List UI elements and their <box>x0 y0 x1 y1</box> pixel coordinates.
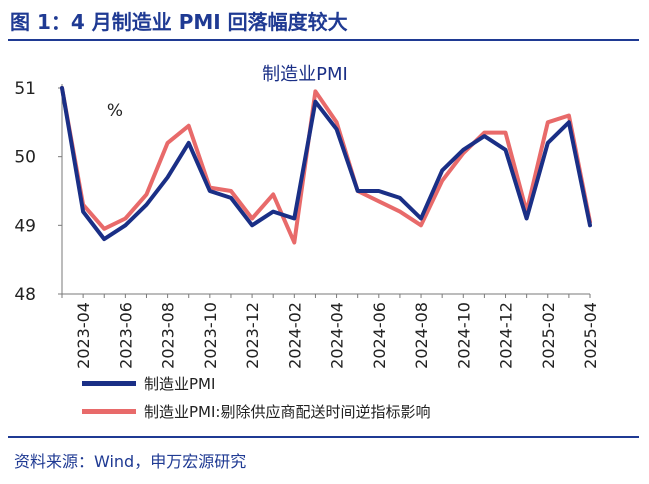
chart-title: 制造业PMI <box>262 64 348 85</box>
x-tick-label: 2024-12 <box>497 302 516 369</box>
title-divider <box>8 39 639 41</box>
legend-swatch-pmi-adjusted <box>82 408 136 414</box>
legend-item-pmi: 制造业PMI <box>82 372 430 394</box>
chart-series <box>60 86 592 245</box>
x-tick-label: 2023-10 <box>201 302 220 369</box>
legend-label-pmi-adjusted: 制造业PMI:剔除供应商配送时间逆指标影响 <box>144 402 431 421</box>
series-line-pmi <box>60 86 592 242</box>
source-divider <box>8 436 639 438</box>
chart-axes: 48 49 50 51 2023-04 2023-06 2023-08 2023-10 2023… <box>14 79 600 369</box>
y-tick-label: 49 <box>14 216 36 236</box>
series-line-pmi-adjusted <box>60 86 592 245</box>
x-tick-label: 2023-06 <box>116 302 135 369</box>
x-tick-label: 2024-10 <box>454 302 473 369</box>
x-tick-label: 2024-02 <box>285 302 304 369</box>
y-axis-unit-label: % <box>107 101 123 121</box>
y-tick-label: 48 <box>14 285 36 305</box>
x-tick-label: 2023-08 <box>159 302 178 369</box>
legend-label-pmi: 制造业PMI <box>144 374 216 393</box>
y-tick-label: 51 <box>14 79 36 99</box>
x-tick-label: 2023-04 <box>74 302 93 369</box>
x-tick-label: 2024-04 <box>328 302 347 369</box>
legend-swatch-pmi <box>82 380 136 386</box>
x-tick-label: 2024-08 <box>412 302 431 369</box>
chart-legend: 制造业PMI 制造业PMI:剔除供应商配送时间逆指标影响 <box>82 372 430 428</box>
x-tick-label: 2025-02 <box>539 302 558 369</box>
x-tick-label: 2025-04 <box>581 302 600 369</box>
y-tick-label: 50 <box>14 148 36 168</box>
source-note: 资料来源：Wind，申万宏源研究 <box>14 452 247 471</box>
figure-title: 图 1：4 月制造业 PMI 回落幅度较大 <box>10 10 348 34</box>
legend-item-pmi-adjusted: 制造业PMI:剔除供应商配送时间逆指标影响 <box>82 400 430 422</box>
x-tick-label: 2024-06 <box>370 302 389 369</box>
x-tick-label: 2023-12 <box>243 302 262 369</box>
